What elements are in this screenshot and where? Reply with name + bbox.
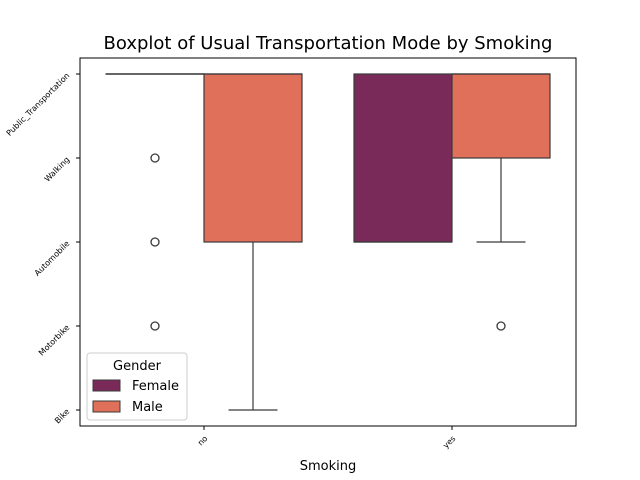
legend-title: Gender bbox=[113, 359, 162, 374]
outlier-point bbox=[150, 153, 160, 163]
legend: Gender Female Male bbox=[86, 352, 188, 421]
legend-label-male: Male bbox=[132, 400, 163, 415]
axes-frame bbox=[79, 57, 577, 427]
outlier-point bbox=[496, 321, 506, 331]
x-axis-label: Smoking bbox=[300, 459, 357, 474]
box-male-yes bbox=[451, 73, 551, 331]
box-body bbox=[451, 73, 551, 159]
legend-swatch-female bbox=[92, 379, 121, 392]
box-female-no bbox=[105, 73, 205, 331]
box-body bbox=[203, 73, 303, 243]
chart-title: Boxplot of Usual Transportation Mode by … bbox=[104, 33, 553, 54]
box-body bbox=[353, 73, 453, 243]
legend-swatch-male bbox=[92, 400, 121, 413]
outlier-point bbox=[150, 321, 160, 331]
legend-label-female: Female bbox=[132, 379, 179, 394]
outlier-point bbox=[150, 237, 160, 247]
box-male-no bbox=[203, 73, 303, 411]
box-female-yes bbox=[353, 73, 453, 243]
